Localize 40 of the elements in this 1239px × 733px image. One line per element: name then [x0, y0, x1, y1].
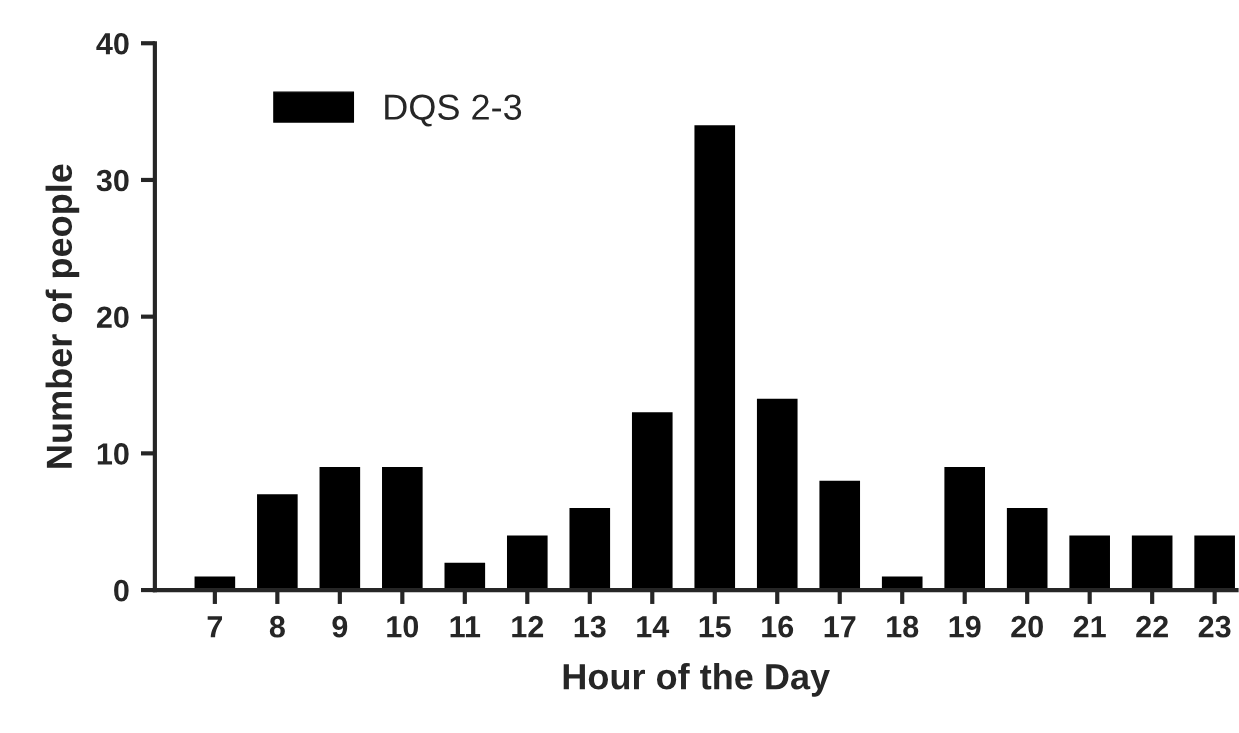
x-tick-label: 12: [512, 615, 544, 638]
bar: [1006, 508, 1048, 591]
bar: [631, 412, 673, 591]
bar: [1069, 535, 1110, 591]
x-tick-label: 7: [207, 616, 223, 638]
x-tick-label: 15: [699, 616, 731, 638]
legend-label: DQS 2-3: [385, 94, 522, 127]
y-tick-label: 30: [96, 169, 129, 192]
bar: [1194, 535, 1235, 591]
x-tick-label: 20: [1011, 615, 1043, 638]
x-tick-label: 19: [949, 615, 981, 638]
y-tick-label: 40: [96, 32, 129, 55]
x-tick-label: 11: [450, 616, 481, 638]
bar: [444, 562, 486, 591]
bar: [569, 508, 611, 591]
bar: [944, 467, 986, 591]
x-tick-label: 16: [762, 615, 794, 638]
bar: [319, 467, 361, 591]
x-tick-label: 14: [637, 616, 670, 638]
y-axis-title: Number of people: [45, 164, 80, 468]
bar: [506, 535, 548, 591]
y-tick-label: 0: [114, 579, 129, 602]
x-tick-label: 13: [574, 615, 606, 638]
x-tick-label: 9: [332, 615, 348, 638]
bar: [257, 494, 298, 591]
x-tick-label: 23: [1198, 615, 1231, 638]
x-tick-label: 18: [887, 615, 919, 638]
bar: [819, 480, 861, 591]
x-tick-label: 10: [387, 615, 419, 638]
bar: [382, 467, 423, 591]
bar: [756, 398, 798, 591]
y-tick-label: 10: [97, 443, 129, 465]
x-tick-label: 21: [1073, 615, 1106, 638]
x-tick-label: 17: [824, 616, 856, 638]
x-tick-label: 22: [1136, 615, 1168, 638]
x-tick-label: 8: [269, 615, 285, 638]
y-tick-label: 20: [96, 306, 129, 329]
x-axis-title: Hour of the Day: [563, 662, 830, 697]
bar: [1131, 535, 1173, 591]
bar: [694, 125, 736, 591]
